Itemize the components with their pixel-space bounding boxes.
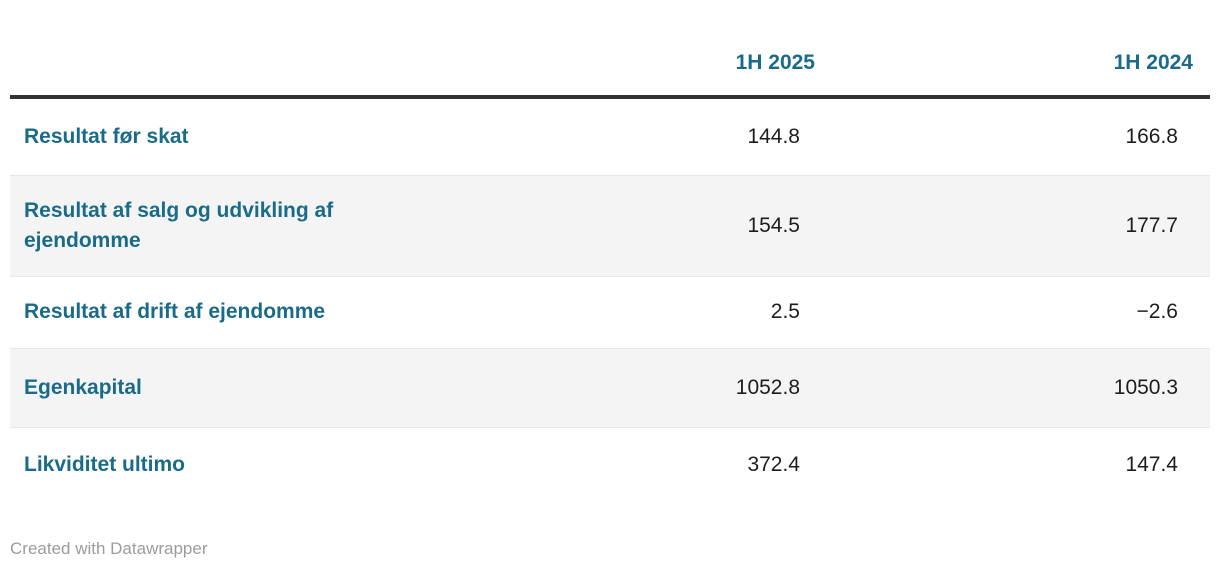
cell-value: 144.8 — [747, 124, 800, 148]
cell-value: 1052.8 — [454, 347, 832, 427]
cell-value: 1050.3 — [832, 347, 1210, 427]
row-label: Resultat før skat — [24, 124, 189, 148]
column-header-1h-2024: 1H 2024 — [832, 30, 1210, 99]
table-row: Resultat af salg og udvikling af ejendom… — [10, 174, 1210, 276]
header-row: 1H 2025 1H 2024 — [10, 30, 1210, 99]
row-label: Likviditet ultimo — [10, 426, 454, 502]
cell-value: 166.8 — [1125, 124, 1178, 148]
table-row: Egenkapital 1052.8 1050.3 — [10, 347, 1210, 427]
data-table: 1H 2025 1H 2024 Resultat før skat 144.8 … — [10, 30, 1210, 502]
row-label: Egenkapital — [10, 347, 454, 427]
cell-value: 177.7 — [832, 174, 1210, 276]
cell-value: 147.4 — [832, 426, 1210, 502]
column-header-empty — [10, 30, 454, 99]
row-label: Resultat af salg og udvikling af ejendom… — [10, 174, 454, 276]
cell-value: 154.5 — [454, 174, 832, 276]
table-row: Resultat før skat 144.8 166.8 — [10, 97, 1210, 175]
table-container: 1H 2025 1H 2024 Resultat før skat 144.8 … — [10, 30, 1210, 502]
table-row: Resultat af drift af ejendomme 2.5 −2.6 — [10, 275, 1210, 348]
column-header-1h-2025: 1H 2025 — [454, 30, 832, 99]
datawrapper-attribution-link[interactable]: Created with Datawrapper — [10, 539, 208, 558]
cell-value: 2.5 — [454, 275, 832, 348]
cell-value: −2.6 — [832, 275, 1210, 348]
table-row: Likviditet ultimo 372.4 147.4 — [10, 426, 1210, 502]
row-label: Resultat af drift af ejendomme — [10, 275, 454, 348]
cell-value: 372.4 — [454, 426, 832, 502]
